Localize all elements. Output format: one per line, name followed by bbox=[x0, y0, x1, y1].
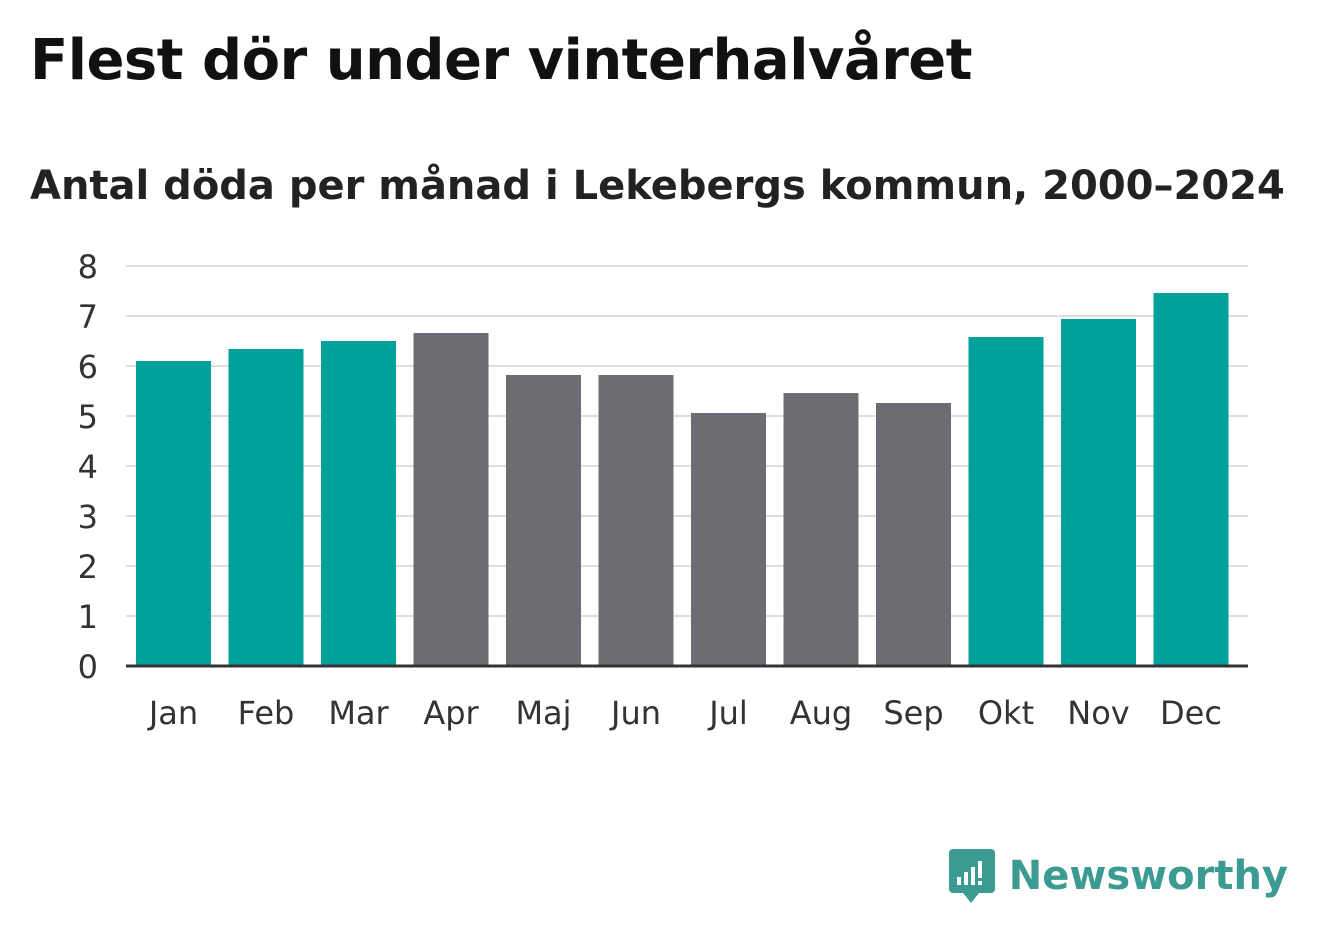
x-tick-label: Jun bbox=[609, 694, 661, 732]
bar-aug bbox=[783, 393, 859, 666]
x-tick-label: Sep bbox=[883, 694, 943, 732]
bar-dec bbox=[1153, 293, 1229, 666]
x-tick-label: Feb bbox=[238, 694, 295, 732]
y-tick-label: 5 bbox=[78, 398, 98, 436]
y-tick-label: 0 bbox=[78, 648, 98, 686]
y-axis-ticks: 0 1 2 3 4 5 6 7 8 bbox=[78, 248, 98, 686]
x-tick-label: Mar bbox=[328, 694, 389, 732]
brand-name: Newsworthy bbox=[1008, 853, 1288, 899]
y-tick-label: 8 bbox=[78, 248, 98, 286]
bar-mar bbox=[321, 341, 396, 666]
y-tick-label: 2 bbox=[78, 548, 98, 586]
bar-apr bbox=[413, 333, 489, 666]
bar-maj bbox=[506, 375, 581, 666]
x-tick-label: Jan bbox=[147, 694, 198, 732]
x-tick-label: Dec bbox=[1160, 694, 1222, 732]
chart-subtitle: Antal döda per månad i Lekebergs kommun,… bbox=[30, 163, 1285, 209]
x-tick-label: Apr bbox=[423, 694, 479, 732]
y-tick-label: 1 bbox=[78, 598, 98, 636]
brand-logo: Newsworthy bbox=[947, 847, 1288, 905]
x-tick-label: Aug bbox=[790, 694, 852, 732]
bar-feb bbox=[228, 349, 304, 666]
bar-jul bbox=[691, 413, 766, 666]
y-tick-label: 6 bbox=[78, 348, 98, 386]
y-tick-label: 4 bbox=[78, 448, 98, 486]
bars bbox=[136, 293, 1229, 666]
x-tick-label: Okt bbox=[978, 694, 1034, 732]
bar-okt bbox=[968, 337, 1044, 666]
x-axis-ticks: Jan Feb Mar Apr Maj Jun Jul Aug Sep Okt Nov Dec bbox=[147, 694, 1222, 732]
bar-jun bbox=[598, 375, 674, 666]
y-tick-label: 3 bbox=[78, 498, 98, 536]
bar-jan bbox=[136, 361, 211, 666]
bar-sep bbox=[876, 403, 951, 666]
x-tick-label: Maj bbox=[515, 694, 571, 732]
chart-title: Flest dör under vinterhalvåret bbox=[30, 28, 973, 93]
x-tick-label: Nov bbox=[1067, 694, 1129, 732]
newsworthy-logo-icon bbox=[948, 849, 995, 903]
x-tick-label: Jul bbox=[707, 694, 748, 732]
y-tick-label: 7 bbox=[78, 298, 98, 336]
bar-nov bbox=[1061, 319, 1136, 666]
